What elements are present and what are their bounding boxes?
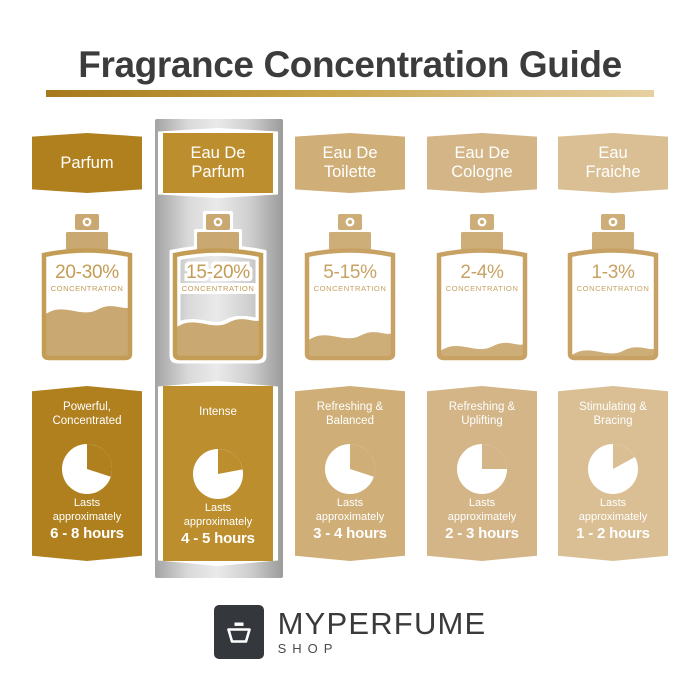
duration-value: 3 - 4 hours — [313, 525, 387, 542]
duration-value: 4 - 5 hours — [181, 530, 255, 547]
category-plaque[interactable]: Eau De Toilette — [295, 133, 405, 193]
lasts-label: Lasts approximately — [315, 497, 385, 523]
longevity-pie-chart — [586, 442, 640, 501]
mood-text: Stimulating & Bracing — [579, 401, 647, 427]
mood-text: Refreshing & Balanced — [316, 401, 384, 427]
longevity-pie-chart — [455, 442, 509, 501]
perfume-bottle-graphic: 5-15% CONCENTRATION — [295, 210, 405, 370]
category-name: Eau De Toilette — [322, 144, 378, 181]
category-plaque[interactable]: Eau Fraiche — [558, 133, 668, 193]
category-plaque[interactable]: Eau De Parfum — [158, 128, 278, 198]
perfume-bottle-icon — [213, 605, 264, 659]
duration-card[interactable]: Intense Lasts approximately 4 - 5 hours — [158, 381, 278, 566]
lasts-label: Lasts approximately — [578, 497, 648, 523]
category-name: Eau Fraiche — [585, 144, 641, 181]
duration-card[interactable]: Refreshing & Balanced Lasts approximately 3 … — [295, 386, 405, 561]
logo-subtitle: SHOP — [277, 641, 339, 656]
perfume-bottle-graphic: 2-4% CONCENTRATION — [427, 210, 537, 370]
longevity-pie-chart — [323, 442, 377, 501]
duration-card[interactable]: Refreshing & Uplifting Lasts approximately 2… — [427, 386, 537, 561]
lasts-label: Lasts approximately — [52, 497, 122, 523]
mood-text: Intense — [199, 406, 237, 418]
perfume-bottle-graphic: 15-20% CONCENTRATION — [163, 210, 273, 370]
category-name: Eau De Cologne — [451, 144, 513, 181]
title-divider — [46, 90, 654, 97]
logo-name: MYPERFUME — [277, 606, 487, 641]
lasts-label: Lasts approximately — [183, 502, 253, 528]
logo-wordmark: MYPERFUME SHOP — [278, 607, 487, 657]
perfume-bottle-graphic: 1-3% CONCENTRATION — [558, 210, 668, 370]
duration-value: 1 - 2 hours — [576, 525, 650, 542]
product-column: Eau De Parfum 15-20% CONCENTRATION Intense La… — [158, 0, 278, 700]
brand-logo: MYPERFUME SHOP — [0, 601, 700, 663]
category-name: Parfum — [60, 153, 114, 172]
product-column: Parfum 20-30% CONCENTRATION Powerful, Concen… — [32, 0, 142, 700]
product-column: Eau Fraiche 1-3% CONCENTRATION Stimulating &… — [558, 0, 668, 700]
duration-card[interactable]: Stimulating & Bracing Lasts approximately 1 … — [558, 386, 668, 561]
longevity-pie-chart — [191, 447, 245, 506]
duration-card[interactable]: Powerful, Concentrated Lasts approximately 6… — [32, 386, 142, 561]
mood-text: Refreshing & Uplifting — [448, 401, 516, 427]
duration-value: 6 - 8 hours — [50, 525, 124, 542]
page-title: Fragrance Concentration Guide — [78, 44, 622, 85]
longevity-pie-chart — [60, 442, 114, 501]
category-plaque[interactable]: Eau De Cologne — [427, 133, 537, 193]
category-plaque[interactable]: Parfum — [32, 133, 142, 193]
duration-value: 2 - 3 hours — [445, 525, 519, 542]
mood-text: Powerful, Concentrated — [52, 401, 122, 427]
category-name: Eau De Parfum — [190, 144, 246, 181]
perfume-bottle-graphic: 20-30% CONCENTRATION — [32, 210, 142, 370]
product-column: Eau De Cologne 2-4% CONCENTRATION Refreshing… — [427, 0, 537, 700]
product-column: Eau De Toilette 5-15% CONCENTRATION Refreshi… — [295, 0, 405, 700]
lasts-label: Lasts approximately — [447, 497, 517, 523]
